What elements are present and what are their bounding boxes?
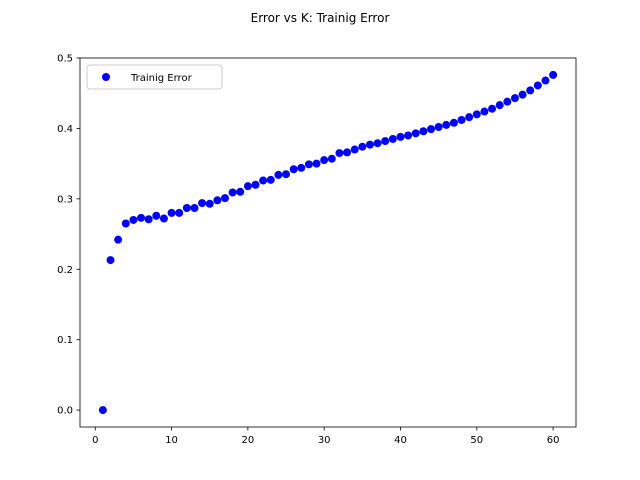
data-point — [152, 211, 161, 220]
x-tick-label: 10 — [165, 435, 178, 446]
data-point — [350, 145, 359, 154]
y-tick-label: 0.3 — [57, 194, 73, 205]
data-point — [503, 97, 512, 106]
data-point — [175, 208, 184, 217]
data-point — [388, 134, 397, 143]
data-point — [266, 175, 275, 184]
data-point — [495, 101, 504, 110]
y-tick-label: 0.1 — [57, 335, 73, 346]
data-point — [419, 127, 428, 136]
y-tick-label: 0.0 — [57, 406, 73, 417]
data-point — [129, 215, 138, 224]
data-point — [343, 148, 352, 157]
data-point — [373, 139, 382, 148]
data-point — [205, 199, 214, 208]
data-point — [312, 159, 321, 168]
x-tick-label: 20 — [242, 435, 255, 446]
data-point — [159, 214, 168, 223]
data-point — [404, 131, 413, 140]
data-point — [190, 203, 199, 212]
data-point — [358, 142, 367, 151]
data-point — [213, 196, 222, 205]
data-point — [106, 256, 115, 265]
legend-label: Trainig Error — [130, 73, 193, 84]
data-point — [465, 113, 474, 122]
data-point — [144, 215, 153, 224]
data-point — [228, 188, 237, 197]
data-point — [472, 110, 481, 119]
data-point — [304, 160, 313, 169]
y-tick-label: 0.5 — [57, 54, 73, 65]
data-point — [121, 219, 130, 228]
data-point — [457, 115, 466, 124]
data-point — [526, 86, 535, 95]
y-tick-label: 0.2 — [57, 265, 73, 276]
x-tick-label: 50 — [470, 435, 483, 446]
data-point — [327, 154, 336, 163]
data-point — [220, 194, 229, 203]
data-point — [198, 199, 207, 208]
data-point — [335, 149, 344, 158]
legend-marker — [102, 73, 110, 81]
data-point — [449, 118, 458, 127]
data-point — [541, 76, 550, 85]
data-point — [236, 187, 245, 196]
data-point — [434, 123, 443, 132]
axes-frame — [79, 57, 577, 428]
data-point — [549, 70, 558, 79]
data-point — [98, 406, 107, 415]
data-point — [411, 129, 420, 138]
axes: 0 10 20 30 40 50 60 0.0 0.1 0.2 0.3 0.4 0.5 — [57, 54, 577, 446]
chart-title: Error vs K: Trainig Error — [251, 11, 390, 25]
y-tick-label: 0.4 — [57, 124, 73, 135]
data-point — [289, 165, 298, 174]
data-point — [533, 81, 542, 90]
data-point — [137, 213, 146, 222]
data-point — [442, 120, 451, 129]
data-point — [243, 182, 252, 191]
data-point — [274, 170, 283, 179]
data-point — [488, 104, 497, 113]
data-point — [297, 163, 306, 172]
legend: Trainig Error — [86, 64, 223, 90]
data-point — [427, 125, 436, 134]
data-point — [320, 156, 329, 165]
data-point — [510, 94, 519, 103]
data-point — [365, 140, 374, 149]
data-point — [381, 137, 390, 146]
data-point — [251, 180, 260, 189]
x-tick-label: 30 — [318, 435, 331, 446]
data-point — [396, 132, 405, 141]
data-point — [480, 107, 489, 116]
data-point — [167, 208, 176, 217]
data-points — [98, 70, 558, 415]
x-tick-label: 40 — [394, 435, 407, 446]
data-point — [282, 170, 291, 179]
data-point — [182, 203, 191, 212]
data-point — [114, 235, 123, 244]
x-tick-label: 0 — [92, 435, 98, 446]
legend-box — [86, 64, 223, 90]
data-point — [518, 90, 527, 99]
x-tick-label: 60 — [547, 435, 560, 446]
data-point — [259, 176, 268, 185]
